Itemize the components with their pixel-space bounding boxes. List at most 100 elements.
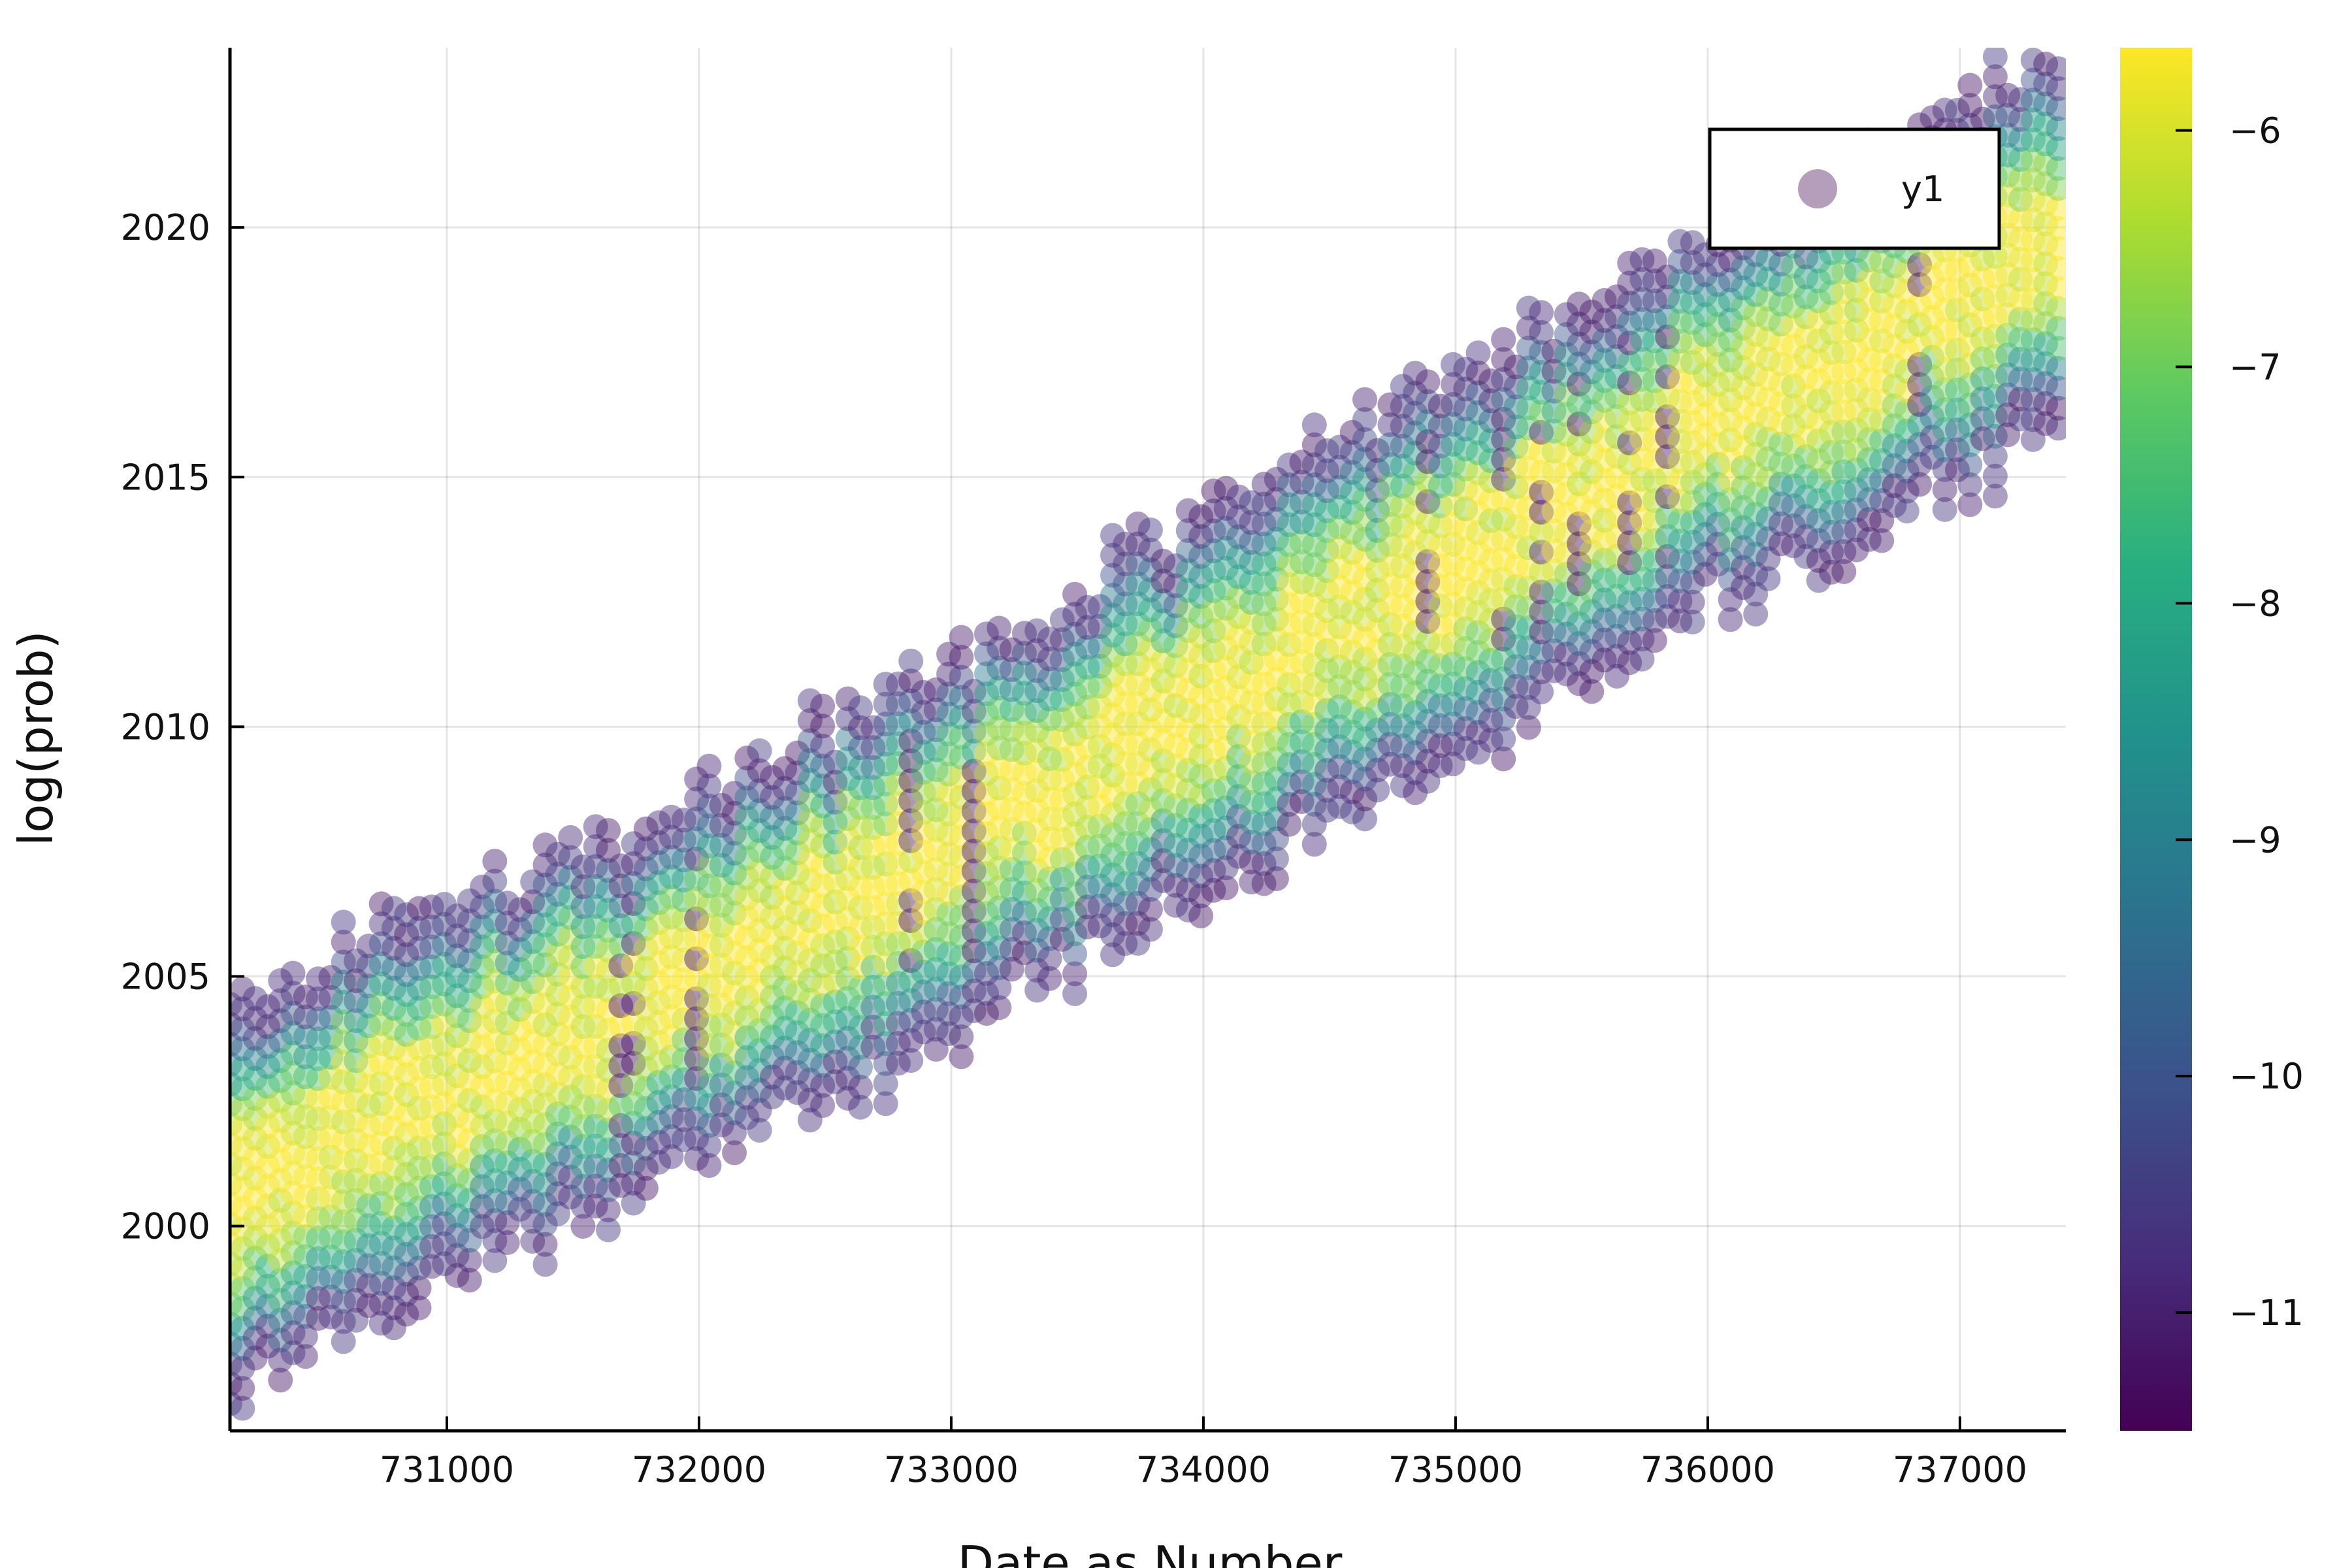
scatter-point [1188,544,1214,569]
scatter-point [885,1051,911,1076]
scatter-point [230,1232,242,1256]
scatter-point [1277,652,1302,678]
y-tick-label: 2010 [121,706,210,747]
scatter-point [1756,446,1781,472]
scatter-point [772,1075,798,1101]
scatter-point [230,1092,242,1117]
scatter-point [1377,651,1403,677]
scatter-point [356,1213,382,1238]
scatter-point [1239,610,1264,635]
scatter-point [583,1094,608,1119]
scatter-point [1945,257,1970,283]
scatter-point [532,1092,558,1117]
scatter-point [1629,247,1655,272]
scatter-point [1011,920,1037,945]
scatter-point [1667,308,1693,334]
scatter-point [318,1105,344,1130]
scatter-point [1377,612,1403,637]
scatter-point [344,988,368,1013]
scatter-point [1226,644,1251,670]
scatter-point [432,972,457,997]
scatter-point [344,1188,368,1213]
scatter-point [1617,550,1642,576]
scatter-point [2033,291,2059,316]
scatter-point [1970,306,1995,332]
scatter-point [331,1069,356,1094]
scatter-point [1579,639,1605,664]
scatter-point [532,1072,558,1098]
scatter-point [848,1035,873,1060]
scatter-point [1945,397,1970,423]
scatter-point [1201,598,1226,623]
scatter-point [1441,551,1465,577]
scatter-point [1024,758,1050,783]
scatter-point [306,986,331,1011]
scatter-point [1743,542,1769,567]
scatter-point [1617,290,1642,316]
scatter-point [1491,686,1516,711]
scatter-point [368,1250,394,1276]
scatter-point [1882,393,1907,419]
scatter-point [1239,689,1264,715]
scatter-point [873,772,898,796]
scatter-point [873,971,898,996]
scatter-point [860,775,886,800]
scatter-point [1011,940,1037,966]
scatter-point [230,1132,242,1157]
scatter-point [835,766,860,791]
x-tick-label: 737000 [1893,1449,2027,1490]
scatter-point [1642,408,1667,433]
scatter-point [999,877,1024,902]
scatter-point [1415,728,1441,754]
scatter-point [255,1134,280,1159]
scatter-point [1175,598,1201,623]
scatter-point [2033,231,2059,257]
scatter-point [722,781,747,806]
scatter-point [1251,831,1277,857]
scatter-point [495,1010,520,1036]
scatter-point [1592,287,1617,313]
scatter-point [1441,532,1465,557]
scatter-point [885,851,911,876]
scatter-point [1856,347,1882,372]
scatter-point [1113,931,1138,956]
scatter-point [381,1275,406,1301]
scatter-point [1188,883,1214,909]
scatter-point [1756,367,1781,391]
scatter-point [1680,389,1705,415]
scatter-point [848,875,873,900]
scatter-point [1894,359,1919,384]
scatter-point [621,851,646,876]
scatter-point [394,902,419,928]
scatter-point [495,1230,520,1255]
scatter-point [532,1032,558,1057]
scatter-point [873,871,898,896]
scatter-point [936,961,962,987]
scatter-point [2046,176,2066,201]
scatter-point [1289,749,1315,774]
scatter-point [331,989,356,1015]
scatter-point [596,1037,621,1063]
scatter-point [1882,413,1907,438]
scatter-point [507,997,532,1022]
scatter-point [1869,269,1895,293]
scatter-point [482,1128,508,1153]
scatter-point [1705,351,1731,377]
scatter-point [987,655,1012,681]
scatter-point [457,1128,482,1153]
scatter-point [772,816,798,841]
scatter-point [1718,327,1743,353]
scatter-point [684,926,710,951]
scatter-point [1768,412,1793,436]
scatter-point [520,889,546,915]
scatter-point [608,893,634,919]
scatter-point [1743,382,1769,407]
scatter-point [406,1036,432,1061]
scatter-point [1465,400,1491,425]
scatter-point [2033,271,2059,297]
scatter-point [1629,487,1655,512]
scatter-point [1793,524,1819,549]
scatter-point [1655,504,1680,529]
scatter-point [1087,853,1113,879]
scatter-point [1806,508,1831,533]
